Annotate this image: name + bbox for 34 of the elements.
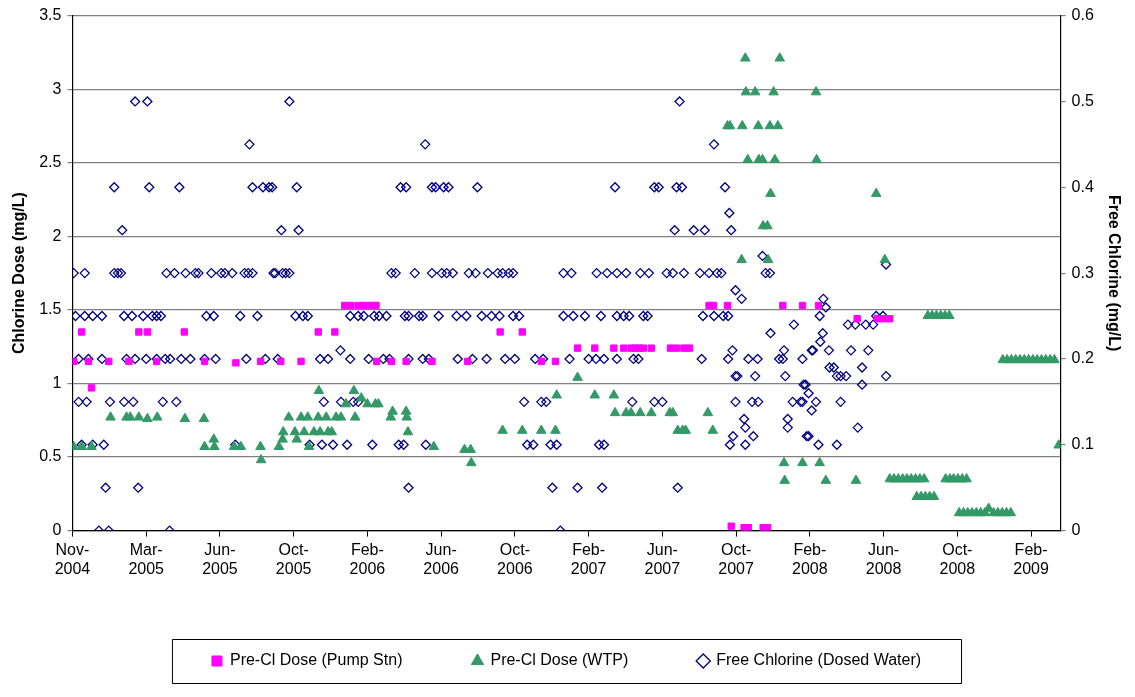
x-tick-label: Oct-2007 <box>718 540 754 577</box>
x-tick-label: Feb-2006 <box>349 540 386 577</box>
x-tick-label: Feb-2008 <box>792 540 828 577</box>
legend-label: Pre-Cl Dose (WTP) <box>490 651 629 669</box>
y-tick-label: 1 <box>52 373 62 391</box>
y2-axis-title: Free Chlorine (mg/L) <box>1105 194 1123 352</box>
y2-tick-label: 0.6 <box>1071 6 1094 24</box>
x-tick-label: Jun-2008 <box>865 540 902 577</box>
y2-tick-label: 0.3 <box>1071 263 1094 281</box>
y2-tick-label: 0.1 <box>1071 435 1094 453</box>
x-tick-label: Jun-2005 <box>202 540 238 577</box>
x-tick-label: Jun-2007 <box>644 540 681 577</box>
x-tick-label: Oct-2008 <box>939 540 976 577</box>
legend-label: Pre-Cl Dose (Pump Stn) <box>229 651 403 669</box>
y-tick-label: 3.5 <box>39 6 62 24</box>
x-tick-label: Oct-2006 <box>497 540 533 577</box>
y2-tick-label: 0.2 <box>1071 349 1094 367</box>
x-tick-label: Nov-2004 <box>54 540 91 577</box>
legend-label: Free Chlorine (Dosed Water) <box>716 651 922 669</box>
y-tick-label: 2 <box>52 226 62 244</box>
y-tick-label: 1.5 <box>39 300 62 318</box>
y-axis-title: Chlorine Dose (mg/L) <box>10 192 28 354</box>
x-tick-label: Jun-2006 <box>423 540 460 577</box>
x-tick-label: Oct-2005 <box>275 540 312 577</box>
y-tick-label: 2.5 <box>39 153 62 171</box>
y-tick-label: 3 <box>52 79 62 97</box>
x-tick-label: Feb-2009 <box>1013 540 1049 577</box>
y2-tick-label: 0.5 <box>1071 91 1094 109</box>
y2-tick-label: 0.4 <box>1071 177 1094 195</box>
y2-tick-label: 0 <box>1071 521 1081 539</box>
x-tick-label: Feb-2007 <box>570 540 607 577</box>
y-tick-label: 0 <box>52 521 62 539</box>
x-tick-label: Mar-2005 <box>128 540 165 577</box>
y-tick-label: 0.5 <box>39 447 62 465</box>
